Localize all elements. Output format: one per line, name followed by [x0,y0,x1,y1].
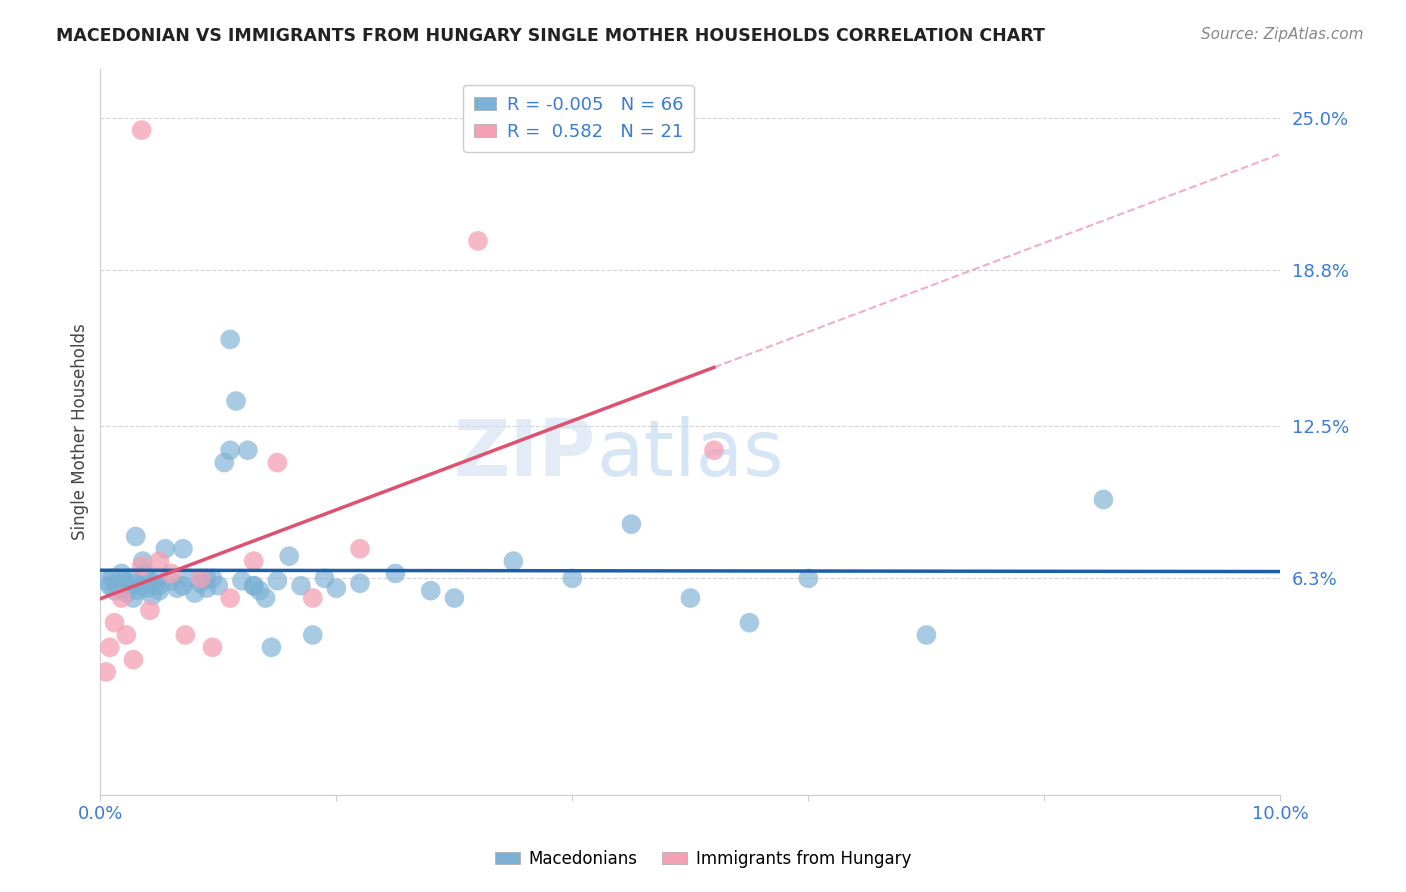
Point [242,554,264,568]
Point [242,579,264,593]
Point [915,628,938,642]
Point [260,640,283,655]
Point [219,443,242,458]
Point [131,559,153,574]
Point [131,123,153,137]
Point [1092,492,1115,507]
Point [236,443,259,458]
Point [125,576,148,591]
Point [98,640,121,655]
Point [148,583,170,598]
Point [103,583,125,598]
Point [219,591,242,605]
Point [384,566,406,581]
Point [195,581,218,595]
Point [115,586,138,600]
Point [160,566,183,581]
Point [101,571,124,585]
Point [174,628,197,642]
Point [254,591,277,605]
Point [214,456,236,470]
Point [301,591,323,605]
Point [125,529,148,543]
Point [148,554,170,568]
Point [122,591,145,605]
Point [118,579,141,593]
Point [201,571,224,585]
Point [679,591,702,605]
Point [112,574,135,588]
Point [136,581,159,595]
Point [266,574,288,588]
Point [349,541,371,556]
Point [561,571,583,585]
Text: ZIP: ZIP [454,416,596,491]
Point [467,234,489,248]
Point [249,583,271,598]
Point [225,394,247,409]
Point [502,554,524,568]
Point [190,571,212,585]
Point [98,579,121,593]
Point [108,581,131,595]
Point [231,574,253,588]
Point [207,579,229,593]
Legend: Macedonians, Immigrants from Hungary: Macedonians, Immigrants from Hungary [488,844,918,875]
Point [349,576,371,591]
Point [155,541,177,556]
Point [184,586,207,600]
Point [115,628,138,642]
Point [443,591,465,605]
Point [122,652,145,666]
Point [201,640,224,655]
Point [139,603,162,617]
Point [177,571,200,585]
Point [703,443,725,458]
Point [219,333,242,347]
Point [139,574,162,588]
Point [314,571,336,585]
Point [738,615,761,630]
Point [242,579,264,593]
Point [110,591,132,605]
Point [325,581,347,595]
Point [146,571,169,585]
Point [195,571,218,585]
Point [148,579,170,593]
Y-axis label: Single Mother Households: Single Mother Households [72,324,89,541]
Text: MACEDONIAN VS IMMIGRANTS FROM HUNGARY SINGLE MOTHER HOUSEHOLDS CORRELATION CHART: MACEDONIAN VS IMMIGRANTS FROM HUNGARY SI… [56,27,1045,45]
Point [96,574,118,588]
Point [141,589,163,603]
Point [301,628,323,642]
Point [143,579,166,593]
Point [103,615,125,630]
Point [129,579,152,593]
Point [266,456,288,470]
Point [127,583,149,598]
Point [96,665,118,679]
Point [419,583,441,598]
Text: Source: ZipAtlas.com: Source: ZipAtlas.com [1201,27,1364,42]
Point [105,576,128,591]
Point [120,571,142,585]
Point [166,581,188,595]
Point [110,566,132,581]
Point [278,549,301,564]
Point [132,554,155,568]
Point [172,579,194,593]
Point [290,579,312,593]
Point [797,571,820,585]
Point [620,517,643,532]
Point [134,566,156,581]
Point [172,541,194,556]
Legend: R = -0.005   N = 66, R =  0.582   N = 21: R = -0.005 N = 66, R = 0.582 N = 21 [464,85,695,152]
Text: atlas: atlas [596,416,783,491]
Point [190,576,212,591]
Point [160,574,183,588]
